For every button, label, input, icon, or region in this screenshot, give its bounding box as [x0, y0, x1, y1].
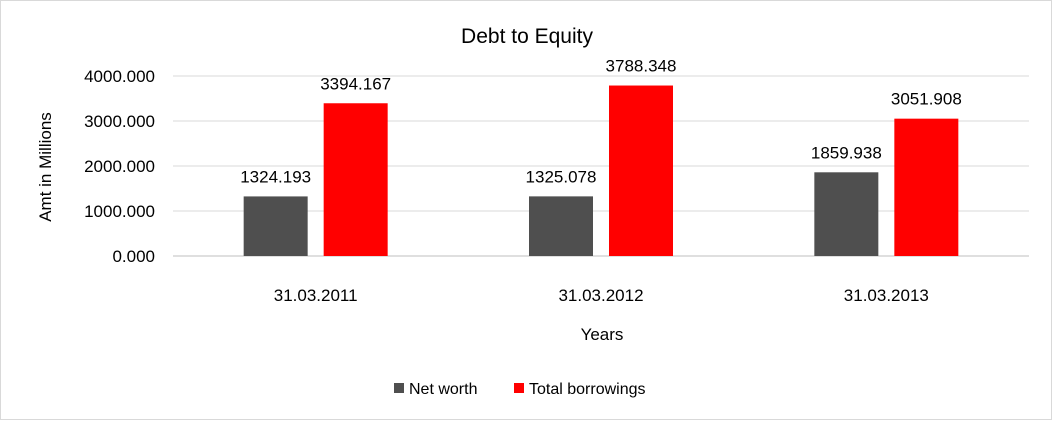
- y-tick-label: 1000.000: [84, 202, 155, 221]
- x-axis-tick-labels: 31.03.2011 31.03.2012 31.03.2013: [274, 286, 929, 305]
- data-label: 3788.348: [606, 57, 677, 76]
- y-tick-label: 2000.000: [84, 157, 155, 176]
- data-label: 1324.193: [240, 167, 311, 186]
- bar: [814, 172, 879, 256]
- legend-label: Net worth: [409, 381, 477, 398]
- x-axis-title: Years: [581, 325, 624, 344]
- data-labels: 1324.193 3394.167 1325.078 3788.348 1859.938…: [240, 57, 962, 187]
- bar: [609, 85, 673, 256]
- bar: [529, 196, 593, 256]
- data-label: 3394.167: [320, 74, 391, 93]
- y-axis-tick-labels: 0.000 1000.000 2000.000 3000.000 4000.000: [84, 67, 155, 266]
- y-axis-title: Amt in Millions: [36, 112, 55, 222]
- x-tick-label: 31.03.2013: [844, 286, 929, 305]
- data-label: 3051.908: [891, 90, 962, 109]
- bar: [894, 118, 959, 256]
- y-tick-label: 3000.000: [84, 112, 155, 131]
- bar: [243, 196, 308, 256]
- x-tick-label: 31.03.2012: [558, 286, 643, 305]
- chart-title: Debt to Equity: [461, 25, 593, 48]
- data-label: 1859.938: [811, 143, 882, 162]
- gridlines: [173, 75, 1029, 257]
- legend: Net worth Total borrowings: [394, 381, 646, 398]
- legend-swatch: [394, 383, 404, 393]
- bar: [323, 103, 388, 256]
- legend-swatch: [514, 383, 524, 393]
- y-tick-label: 0.000: [112, 247, 155, 266]
- data-label: 1325.078: [526, 167, 597, 186]
- legend-label: Total borrowings: [529, 381, 646, 398]
- y-tick-label: 4000.000: [84, 67, 155, 86]
- x-tick-label: 31.03.2011: [274, 286, 358, 305]
- bars: [243, 85, 959, 256]
